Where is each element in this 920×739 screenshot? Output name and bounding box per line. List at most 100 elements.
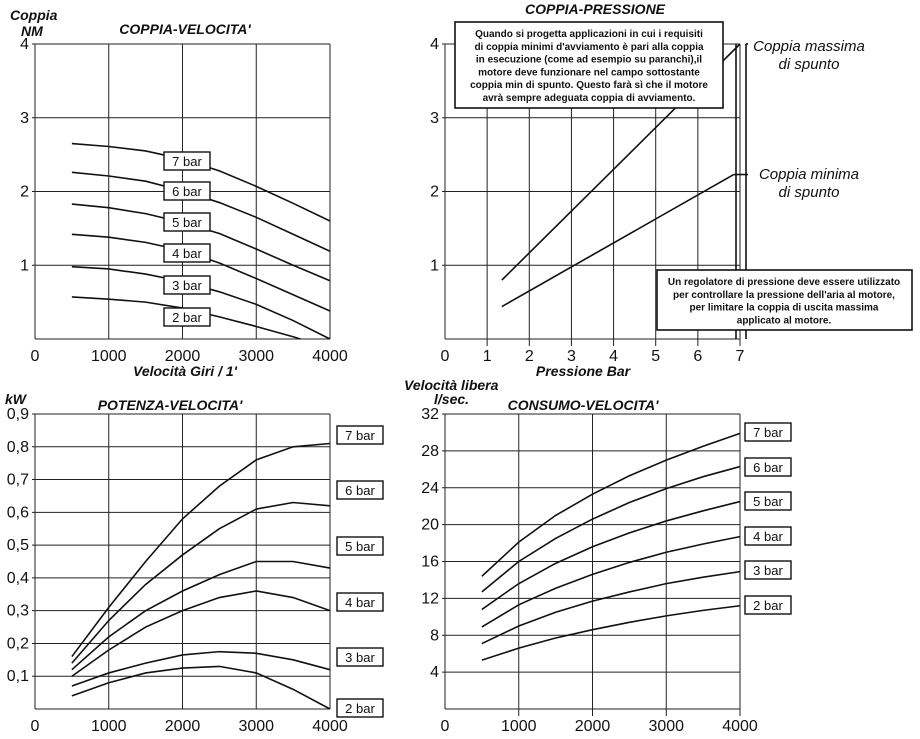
min-torque-line [501,173,735,308]
y-tick-label: 0,1 [7,668,29,685]
x-tick-label: 2 [525,348,534,365]
series-label: 4 bar [753,529,783,544]
x-tick-label: 0 [441,718,450,735]
y-tick-label: 16 [421,554,439,571]
series-label-box [163,181,211,201]
series-label: 6 bar [345,483,375,498]
ylabel-unit: NM [21,23,43,39]
y-tick-label: 8 [430,627,439,644]
x-tick-label: 2000 [165,718,201,735]
series-line [71,560,331,671]
series-label: 4 bar [345,595,375,610]
x-tick-label: 1000 [501,718,537,735]
y-tick-label: 3 [20,110,29,127]
series-line [71,590,331,677]
series-label: 3 bar [753,563,783,578]
y-tick-label: 0,6 [7,504,29,521]
note-top-box [454,21,724,109]
series-label-box [336,536,384,556]
series-label: 5 bar [172,215,202,230]
series-label-box [744,526,792,546]
chart-title: CONSUMO-VELOCITA' [508,397,660,413]
y-tick-label: 20 [421,517,439,534]
series-label: 7 bar [172,154,202,169]
x-tick-label: 3000 [648,718,684,735]
y-tick-label: 2 [20,184,29,201]
series-label-box [336,647,384,667]
series-label: 2 bar [753,598,783,613]
chart-title: COPPIA-PRESSIONE [525,1,666,17]
max-label-line2: di spunto [779,56,840,73]
y-tick-label: 0,2 [7,635,29,652]
series-label-box [163,275,211,295]
series-line [71,442,331,658]
power-speed-chart: kW POTENZA-VELOCITA' 0 1000 2000 3000 4000 0,… [5,391,384,735]
series-label: 6 bar [172,184,202,199]
min-label-line2: di spunto [779,184,840,201]
note-top-line: di coppia minimi d'avviamento è pari all… [474,42,704,53]
series-label: 3 bar [172,278,202,293]
y-tick-label: 0,4 [7,570,29,587]
series-label-box [163,151,211,171]
y-tick-label: 12 [421,590,439,607]
x-tick-label: 0 [31,348,40,365]
x-tick-label: 1000 [91,718,127,735]
note-bottom-line: per limitare la coppia di uscita massima [690,303,879,314]
series-label: 5 bar [345,539,375,554]
y-tick-label: 32 [421,406,439,423]
x-tick-label: 4 [609,348,618,365]
series-line [481,570,741,645]
consumption-speed-chart: Velocità libera l/sec. CONSUMO-VELOCITA'… [404,377,792,735]
series-label: 7 bar [345,428,375,443]
x-tick-label: 4000 [312,348,348,365]
x-tick-label: 6 [693,348,702,365]
note-top-line: Quando si progetta applicazioni in cui i… [475,29,703,40]
series-label-box [336,592,384,612]
x-tick-label: 4000 [312,718,348,735]
y-tick-label: 0,3 [7,603,29,620]
ylabel: kW [5,391,28,407]
x-tick-label: 1 [483,348,492,365]
y-tick-label: 1 [430,257,439,274]
note-top-line: avrà sempre adeguata coppia di avviament… [483,93,696,104]
series-label-box [163,307,211,327]
xlabel: Pressione Bar [536,363,632,379]
series-label: 7 bar [753,425,783,440]
ylabel: Coppia [10,7,58,23]
note-top-line: in esecuzione (come ad esempio su paranc… [476,55,702,66]
series-label-box [744,560,792,580]
x-tick-label: 0 [31,718,40,735]
min-label-line1: Coppia minima [759,166,859,183]
y-tick-label: 28 [421,443,439,460]
series-label-box [336,698,384,718]
torque-speed-chart: Coppia NM COPPIA-VELOCITA' Velocità Giri… [10,7,348,379]
series-line [481,535,741,628]
x-tick-label: 3000 [238,718,274,735]
x-tick-label: 1000 [91,348,127,365]
x-tick-label: 3000 [238,348,274,365]
x-tick-label: 3 [567,348,576,365]
x-tick-label: 0 [441,348,450,365]
x-tick-label: 4000 [722,718,758,735]
series-line [481,604,741,661]
y-tick-label: 0,5 [7,537,29,554]
series-label: 3 bar [345,650,375,665]
note-bottom-box [656,269,913,331]
chart-title: COPPIA-VELOCITA' [119,21,251,37]
series-label-box [744,457,792,477]
x-tick-label: 2000 [165,348,201,365]
series-label-box [163,212,211,232]
series-line [71,665,331,710]
series-label: 2 bar [345,701,375,716]
series-label: 4 bar [172,246,202,261]
y-tick-label: 3 [430,110,439,127]
y-tick-label: 0,9 [7,406,29,423]
note-bottom-line: applicato al motore. [737,315,832,326]
y-tick-label: 4 [430,664,439,681]
series-line [71,650,331,687]
x-tick-label: 7 [736,348,745,365]
note-bottom-line: per controllare la pressione dell'aria a… [673,290,895,301]
torque-pressure-chart: COPPIA-PRESSIONE Pressione Bar 0 1 2 3 4 5 6 7 1… [430,1,913,379]
